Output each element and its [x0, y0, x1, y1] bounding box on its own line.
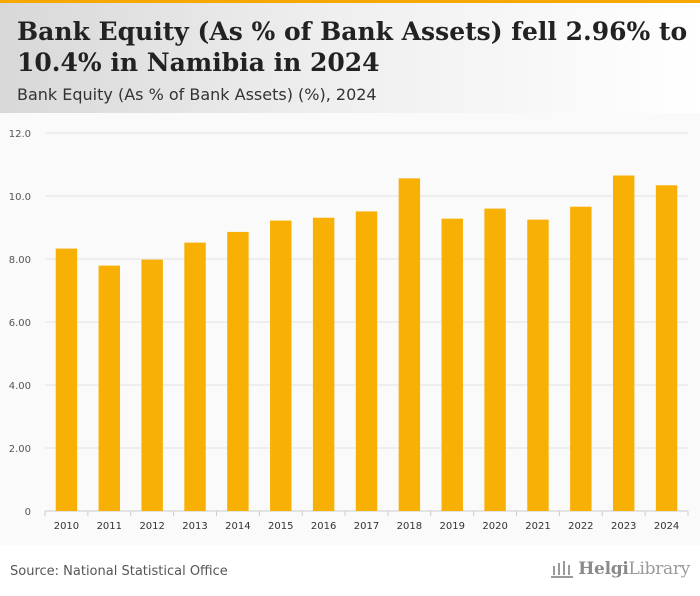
x-tick-label: 2012: [139, 521, 164, 532]
helgi-library-logo[interactable]: HelgiLibrary: [550, 559, 690, 579]
bar-2018: [398, 178, 421, 512]
bar-2014: [227, 231, 249, 511]
y-tick-label: 4.00: [9, 381, 31, 392]
x-tick-label: 2021: [525, 521, 550, 532]
chart-subtitle: Bank Equity (As % of Bank Assets) (%), 2…: [17, 85, 377, 104]
bar-2013: [184, 242, 206, 511]
bar-chart: 0 2.00 4.00 6.00 8.00 10.0 12.0 2010 2011 2012 201…: [9, 129, 689, 532]
x-tick-label: 2022: [568, 521, 593, 532]
y-tick-label: 12.0: [9, 129, 31, 140]
x-tick-label: 2013: [182, 521, 207, 532]
bar-2022: [570, 206, 592, 511]
x-tick-label: 2023: [611, 521, 636, 532]
bar-2017: [355, 211, 378, 511]
bar-2012: [141, 259, 163, 511]
bar-2015: [270, 220, 292, 511]
bar-2020: [484, 208, 506, 511]
logo-brand: Helgi: [578, 559, 629, 579]
bar-2021: [527, 219, 549, 511]
y-tick-label: 6.00: [9, 318, 31, 329]
library-building-icon: [551, 561, 574, 578]
x-tick-label: 2017: [354, 521, 379, 532]
footer: Source: National Statistical Office Helg…: [0, 545, 700, 596]
bar-2023: [612, 175, 635, 511]
bar-2024: [655, 185, 678, 511]
x-tick-label: 2015: [268, 521, 293, 532]
bar-2019: [441, 218, 463, 511]
y-tick-label: 0: [25, 507, 31, 518]
x-tick-label: 2020: [482, 521, 507, 532]
x-tick-label: 2019: [440, 521, 465, 532]
bar-2011: [98, 265, 121, 511]
y-tick-label: 2.00: [9, 444, 31, 455]
bar-2010: [55, 248, 78, 512]
source-note: Source: National Statistical Office: [10, 564, 228, 579]
x-tick-label: 2014: [225, 521, 250, 532]
x-tick-label: 2016: [311, 521, 336, 532]
bar-2016: [312, 217, 335, 512]
y-tick-label: 10.0: [9, 192, 31, 203]
chart-title: Bank Equity (As % of Bank Assets) fell 2…: [17, 17, 688, 77]
x-tick-label: 2010: [54, 521, 79, 532]
logo-suffix: Library: [628, 559, 690, 579]
logo-wordmark: HelgiLibrary: [578, 559, 690, 579]
x-tick-label: 2024: [654, 521, 679, 532]
header: Bank Equity (As % of Bank Assets) fell 2…: [0, 3, 700, 113]
accent-bar: [0, 0, 700, 3]
x-tick-label: 2011: [97, 521, 122, 532]
y-tick-label: 8.00: [9, 255, 31, 266]
chart-area: 0 2.00 4.00 6.00 8.00 10.0 12.0 2010 2011 2012 201…: [0, 113, 700, 545]
x-tick-label: 2018: [397, 521, 422, 532]
